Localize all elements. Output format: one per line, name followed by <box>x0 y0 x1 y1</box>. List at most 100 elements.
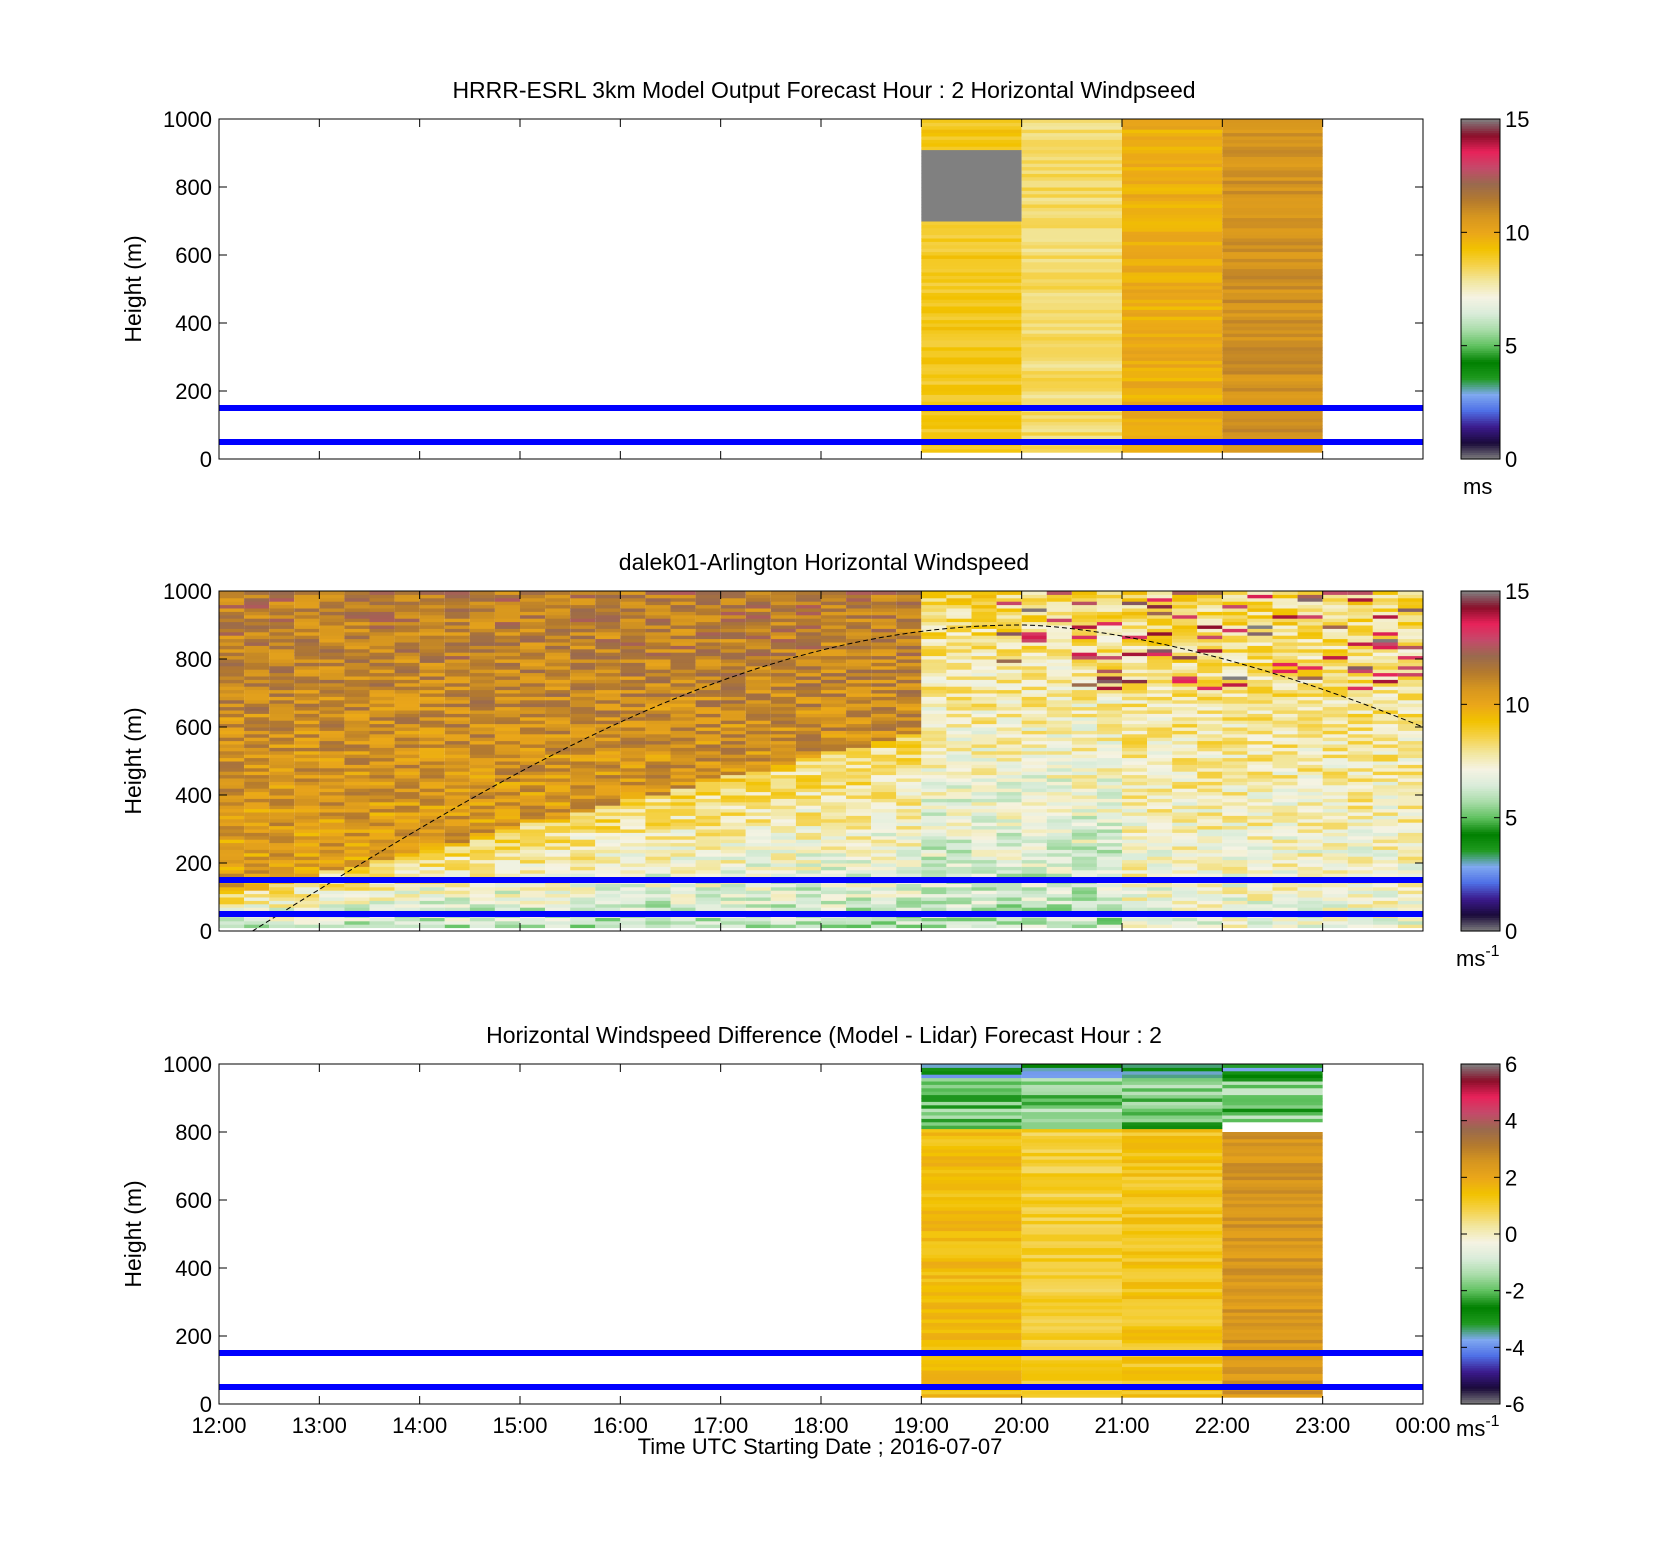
heatmap-cell <box>821 866 847 871</box>
heatmap-cell <box>369 812 395 816</box>
heatmap-cell <box>1147 781 1173 786</box>
heatmap-cell <box>1272 645 1298 650</box>
heatmap-cell <box>444 652 470 657</box>
heatmap-cell <box>695 703 721 708</box>
heatmap-cell <box>545 859 571 864</box>
heatmap-cell <box>494 754 520 759</box>
heatmap-cell <box>1297 614 1323 619</box>
heatmap-cell <box>570 665 596 670</box>
heatmap-cell <box>595 696 621 701</box>
heatmap-cell <box>419 604 445 609</box>
heatmap-cell <box>1222 883 1248 888</box>
heatmap-cell <box>494 733 520 738</box>
heatmap-cell <box>846 900 872 905</box>
heatmap-cell <box>520 625 546 629</box>
heatmap-cell <box>1272 611 1298 616</box>
heatmap-cell <box>1071 618 1097 623</box>
heatmap-cell <box>1297 703 1323 708</box>
heatmap-cell <box>871 791 897 796</box>
heatmap-cell <box>1021 815 1047 820</box>
heatmap-cell <box>946 761 972 765</box>
heatmap-cell <box>1071 842 1097 847</box>
heatmap-cell <box>444 744 470 748</box>
heatmap-cell <box>1071 822 1097 827</box>
heatmap-cell <box>745 795 771 799</box>
heatmap-cell <box>921 231 1022 236</box>
heatmap-cell <box>444 737 470 742</box>
heatmap-cell <box>871 710 897 714</box>
heatmap-cell <box>896 676 922 680</box>
heatmap-cell <box>921 146 1022 151</box>
heatmap-cell <box>695 791 721 796</box>
heatmap-cell <box>921 360 1022 365</box>
heatmap-cell <box>971 757 997 762</box>
heatmap-cell <box>1147 689 1173 694</box>
heatmap-cell <box>1222 897 1248 901</box>
heatmap-cell <box>1222 604 1248 609</box>
heatmap-cell <box>1222 645 1248 650</box>
heatmap-cell <box>344 631 370 636</box>
heatmap-cell <box>745 631 771 636</box>
heatmap-cell <box>1172 774 1198 779</box>
heatmap-cell <box>444 815 470 820</box>
heatmap-cell <box>369 863 395 867</box>
heatmap-cell <box>1021 421 1122 426</box>
heatmap-cell <box>896 621 922 626</box>
heatmap-cell <box>695 873 721 878</box>
heatmap-cell <box>1046 747 1072 752</box>
heatmap-cell <box>645 638 671 643</box>
heatmap-cell <box>494 737 520 742</box>
heatmap-cell <box>294 825 320 830</box>
heatmap-cell <box>494 703 520 708</box>
heatmap-cell <box>444 727 470 731</box>
heatmap-cell <box>319 594 345 599</box>
heatmap-cell <box>996 757 1022 762</box>
heatmap-cell <box>319 859 345 864</box>
heatmap-cell <box>1122 312 1223 317</box>
heatmap-cell <box>695 713 721 718</box>
heatmap-cell <box>1122 323 1223 327</box>
heatmap-cell <box>921 631 947 636</box>
heatmap-cell <box>946 822 972 827</box>
heatmap-cell <box>344 873 370 878</box>
heatmap-cell <box>1222 863 1248 867</box>
heatmap-cell <box>444 604 470 609</box>
heatmap-cell <box>570 767 596 772</box>
heatmap-cell <box>1272 917 1298 922</box>
heatmap-cell <box>770 788 796 793</box>
heatmap-cell <box>1122 597 1148 602</box>
heatmap-cell <box>369 829 395 833</box>
heatmap-cell <box>494 672 520 677</box>
colorbar-segment <box>1461 404 1500 408</box>
heatmap-cell <box>921 418 1022 423</box>
heatmap-cell <box>1071 791 1097 796</box>
heatmap-cell <box>795 835 821 840</box>
heatmap-cell <box>946 757 972 762</box>
heatmap-cell <box>444 846 470 850</box>
heatmap-cell <box>1021 431 1122 436</box>
heatmap-cell <box>244 720 270 725</box>
heatmap-cell <box>269 920 295 925</box>
heatmap-cell <box>645 608 671 612</box>
colorbar-segment <box>1461 456 1500 460</box>
heatmap-cell <box>244 767 270 772</box>
heatmap-cell <box>595 856 621 861</box>
heatmap-cell <box>545 682 571 687</box>
heatmap-cell <box>595 733 621 738</box>
heatmap-cell <box>369 873 395 878</box>
heatmap-cell <box>595 723 621 728</box>
heatmap-cell <box>419 638 445 643</box>
heatmap-cell <box>469 672 495 677</box>
heatmap-cell <box>821 788 847 793</box>
heatmap-cell <box>620 652 646 657</box>
heatmap-cell <box>1222 221 1323 225</box>
heatmap-cell <box>1272 594 1298 599</box>
heatmap-cell <box>1147 835 1173 840</box>
heatmap-cell <box>795 801 821 806</box>
heatmap-cell <box>896 852 922 857</box>
heatmap-cell <box>394 761 420 765</box>
heatmap-cell <box>1297 594 1323 599</box>
heatmap-cell <box>1021 428 1122 433</box>
heatmap-cell <box>269 771 295 776</box>
heatmap-cell <box>1122 601 1148 606</box>
